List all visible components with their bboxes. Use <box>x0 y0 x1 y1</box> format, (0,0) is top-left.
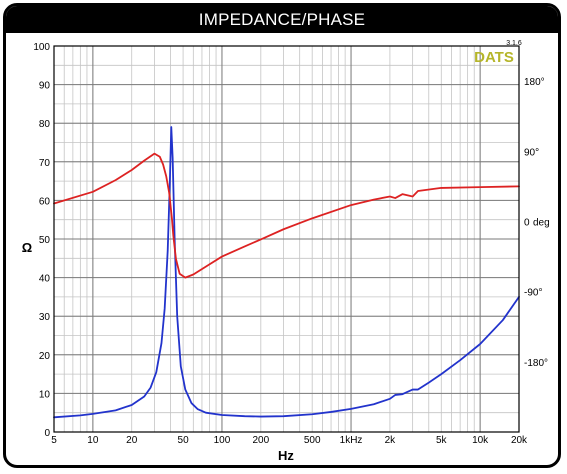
series-layer <box>53 126 520 419</box>
ticks-layer: 5 10 20 50 100 200 500 1kHz 2k 5k 10k 20k0102030405… <box>33 42 549 446</box>
x-axis-label: Hz <box>278 448 294 463</box>
chart-title: IMPEDANCE/PHASE <box>6 6 558 33</box>
version-label: 3.1.6 <box>506 40 522 47</box>
impedance-series-line <box>53 126 520 419</box>
y-tick-label: 70 <box>39 158 51 169</box>
y-tick-label: 50 <box>39 235 51 246</box>
x-tick-label: 5k <box>436 435 448 446</box>
y2-tick-label: 90° <box>524 147 539 158</box>
y2-tick-label: 180° <box>524 77 545 88</box>
x-tick-label: 10 <box>87 435 99 446</box>
y-tick-label: 30 <box>39 312 51 323</box>
plot-area-border <box>53 45 520 433</box>
y2-unit-label: deg <box>533 217 550 228</box>
x-tick-label: 10k <box>472 435 489 446</box>
y2-tick-label: -90° <box>524 288 542 299</box>
x-tick-label: 20 <box>126 435 138 446</box>
phase-series-line <box>53 152 520 279</box>
y-tick-label: 100 <box>33 42 50 53</box>
x-tick-label: 50 <box>178 435 190 446</box>
y-axis-label: Ω <box>22 240 32 255</box>
y-tick-label: 10 <box>39 389 51 400</box>
y-tick-label: 90 <box>39 81 51 92</box>
y-tick-label: 40 <box>39 274 51 285</box>
x-tick-label: 500 <box>304 435 321 446</box>
y2-tick-label: -180° <box>524 358 548 369</box>
y2-tick-label: 0 <box>524 217 530 228</box>
y-tick-label: 20 <box>39 351 51 362</box>
watermark-label: DATS <box>474 49 514 66</box>
x-tick-label: 5 <box>51 435 57 446</box>
x-tick-label: 100 <box>214 435 231 446</box>
x-tick-label: 1kHz <box>340 435 363 446</box>
y-tick-label: 80 <box>39 119 51 130</box>
x-tick-label: 2k <box>385 435 397 446</box>
x-tick-label: 200 <box>252 435 269 446</box>
y-tick-label: 0 <box>44 428 50 439</box>
y-tick-label: 60 <box>39 196 51 207</box>
x-tick-label: 20k <box>511 435 528 446</box>
